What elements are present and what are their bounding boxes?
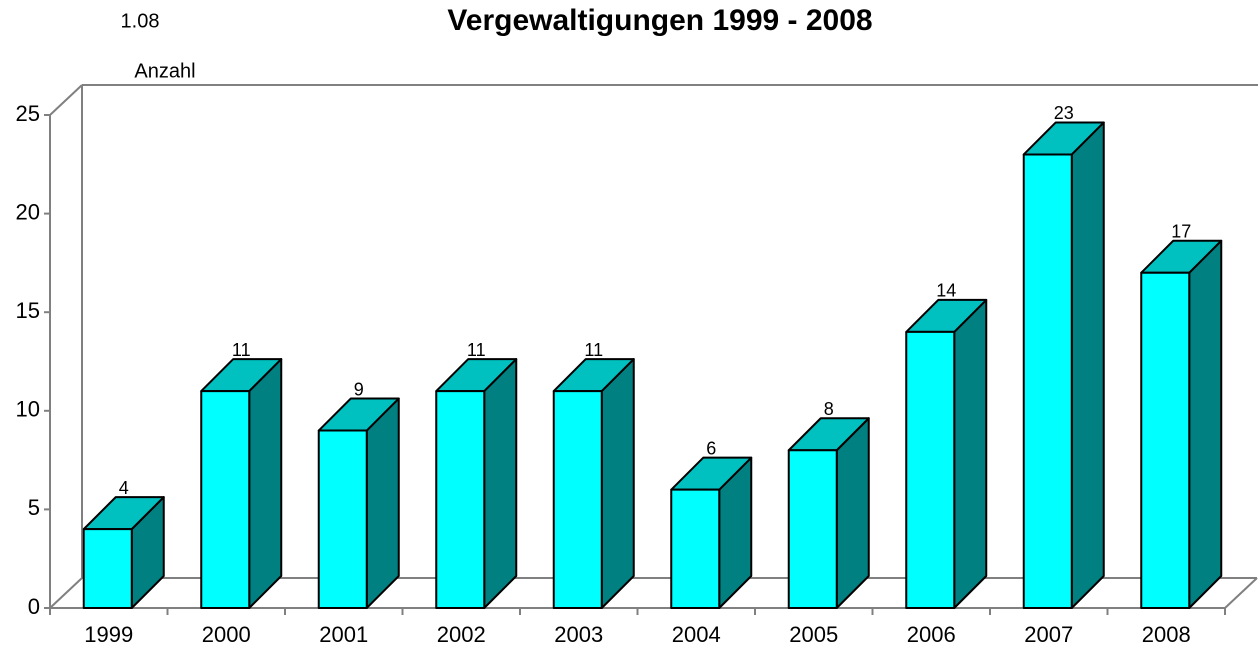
x-tick-label: 2002 xyxy=(437,622,486,647)
bar xyxy=(82,496,165,609)
value-label: 23 xyxy=(1054,103,1074,123)
bar-front xyxy=(1140,271,1191,609)
bar-side xyxy=(600,358,635,609)
bar xyxy=(787,417,870,609)
y-axis-label: Anzahl xyxy=(134,60,195,82)
bar-side xyxy=(1070,121,1105,609)
bar xyxy=(1140,239,1223,609)
value-label: 11 xyxy=(232,340,251,360)
bar-side xyxy=(365,397,400,609)
value-label: 17 xyxy=(1171,222,1191,242)
bar xyxy=(905,298,988,609)
bar-front xyxy=(787,449,838,609)
bar-front xyxy=(670,488,721,609)
bar-side xyxy=(483,358,518,609)
x-tick-label: 2007 xyxy=(1024,622,1073,647)
bar-side xyxy=(953,298,988,609)
y-tick-label: 10 xyxy=(16,397,40,422)
y-tick-label: 0 xyxy=(28,594,40,619)
value-label: 9 xyxy=(354,379,364,399)
chart-subtitle: 1.08 xyxy=(121,10,160,32)
y-tick-label: 15 xyxy=(16,298,40,323)
x-tick-label: 2004 xyxy=(672,622,721,647)
bar-front xyxy=(905,330,956,609)
bar-side xyxy=(1188,239,1223,609)
value-label: 8 xyxy=(824,399,834,419)
bar xyxy=(435,358,518,609)
bar-front xyxy=(435,390,486,609)
bar xyxy=(200,358,283,609)
bar xyxy=(552,358,635,609)
y-tick-label: 25 xyxy=(16,101,40,126)
chart-title: Vergewaltigungen 1999 - 2008 xyxy=(447,4,872,37)
bar-front xyxy=(82,528,133,609)
bar-front xyxy=(552,390,603,609)
value-label: 11 xyxy=(467,340,486,360)
x-tick-label: 2000 xyxy=(202,622,251,647)
value-label: 4 xyxy=(119,478,129,498)
bar-front xyxy=(200,390,251,609)
bar-front xyxy=(1022,153,1073,609)
x-tick-label: 2005 xyxy=(789,622,838,647)
y-tick-label: 5 xyxy=(28,495,40,520)
bar xyxy=(670,456,753,609)
x-tick-label: 2003 xyxy=(554,622,603,647)
x-tick-label: 2001 xyxy=(319,622,368,647)
value-label: 6 xyxy=(706,438,716,458)
bar-side xyxy=(248,358,283,609)
x-tick-label: 2006 xyxy=(907,622,956,647)
value-label: 14 xyxy=(936,281,956,301)
bar xyxy=(317,397,400,609)
y-tick-label: 20 xyxy=(16,199,40,224)
bar xyxy=(1022,121,1105,609)
x-tick-label: 1999 xyxy=(84,622,133,647)
x-tick-label: 2008 xyxy=(1142,622,1191,647)
bar-front xyxy=(317,429,368,609)
value-label: 11 xyxy=(584,340,603,360)
